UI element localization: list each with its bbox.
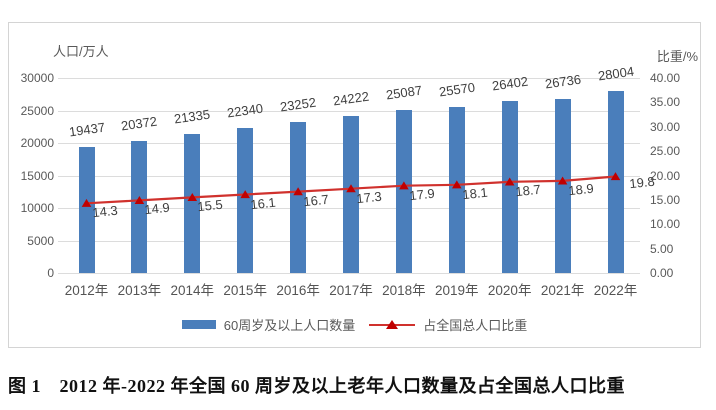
- right-axis-tick: 10.00: [650, 217, 681, 232]
- right-axis-title: 比重/%: [656, 49, 698, 64]
- right-axis-tick: 15.00: [650, 192, 681, 207]
- line-marker-icon: [369, 319, 416, 331]
- left-axis-tick: 10000: [20, 201, 54, 215]
- left-axis-tick: 0: [47, 266, 54, 280]
- gridline: [58, 110, 640, 112]
- x-axis-label: 2013年: [117, 283, 162, 298]
- left-axis-tick: 25000: [20, 103, 54, 118]
- x-axis-label: 2015年: [223, 283, 267, 298]
- x-axis-label: 2020年: [487, 283, 532, 298]
- bar: [131, 140, 148, 273]
- left-axis-tick: 15000: [20, 168, 54, 183]
- right-axis-tick: 25.00: [650, 144, 681, 159]
- bar-swatch-icon: [181, 320, 216, 329]
- left-axis-tick: 20000: [20, 136, 54, 150]
- figure-caption: 图 1 2012 年-2022 年全国 60 周岁及以上老年人口数量及占全国总人…: [8, 376, 625, 396]
- gridline: [58, 273, 640, 274]
- x-axis-label: 2022年: [593, 283, 638, 298]
- left-axis-title: 人口/万人: [53, 44, 109, 59]
- right-axis-tick: 40.00: [650, 71, 681, 85]
- right-axis-tick: 5.00: [650, 241, 674, 256]
- x-axis-label: 2014年: [170, 283, 215, 298]
- legend-item-bars: 60周岁及以上人口数量: [181, 315, 356, 334]
- left-axis-tick: 5000: [27, 233, 54, 248]
- left-axis-tick: 30000: [20, 71, 54, 85]
- x-axis-label: 2021年: [540, 283, 585, 298]
- legend-label-bars: 60周岁及以上人口数量: [223, 318, 356, 333]
- x-axis-label: 2019年: [435, 283, 479, 298]
- x-axis-label: 2012年: [64, 283, 109, 298]
- legend-label-line: 占全国总人口比重: [423, 318, 528, 333]
- x-axis-label: 2017年: [329, 283, 373, 298]
- legend: 60周岁及以上人口数量 占全国总人口比重: [9, 315, 700, 334]
- legend-item-line: 占全国总人口比重: [369, 315, 527, 334]
- right-axis-tick: 35.00: [650, 95, 681, 110]
- gridline: [58, 78, 640, 79]
- x-axis-label: 2016年: [276, 283, 320, 298]
- right-axis-tick: 20.00: [650, 168, 681, 183]
- triangle-marker-icon: [386, 319, 399, 329]
- right-axis-tick: 30.00: [650, 119, 681, 134]
- right-axis-tick: 0.00: [650, 266, 674, 280]
- x-axis-label: 2018年: [382, 283, 426, 298]
